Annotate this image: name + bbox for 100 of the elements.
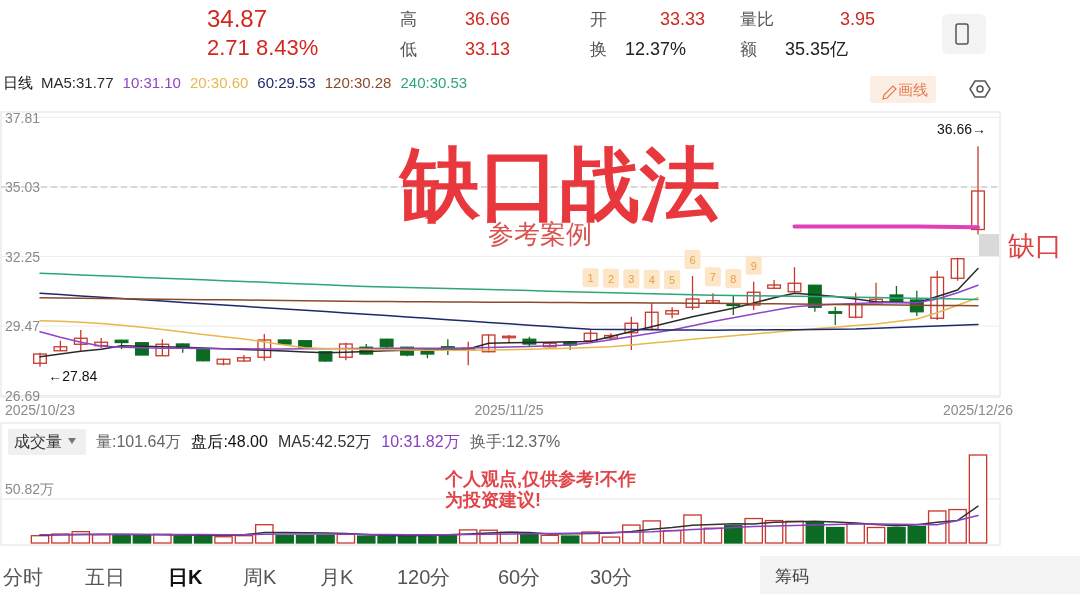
candlestick	[971, 145, 985, 236]
text: 2.71 8.43%	[207, 35, 319, 60]
candlestick	[665, 306, 680, 319]
text: 20:30.60	[189, 74, 249, 91]
bar	[193, 535, 213, 544]
bar	[397, 535, 417, 544]
bar	[723, 525, 743, 544]
bar	[214, 536, 233, 544]
text: 筹码	[775, 567, 809, 586]
candlestick	[950, 257, 965, 282]
bar	[846, 523, 865, 544]
candlestick	[848, 292, 863, 319]
ref-line-label: 50.82万	[5, 481, 55, 497]
bar	[91, 534, 111, 544]
candlestick	[338, 342, 353, 361]
bar	[418, 535, 437, 544]
candlestick	[73, 329, 88, 352]
candlestick	[502, 334, 516, 344]
x-tick-label: 2025/12/26	[942, 402, 1014, 418]
candlestick	[828, 306, 843, 326]
text: 2	[607, 272, 615, 285]
bar	[866, 526, 886, 544]
y-tick-label: 26.69	[5, 387, 41, 404]
bar	[825, 526, 845, 544]
candlestick	[767, 279, 782, 290]
bar	[887, 526, 906, 544]
annotation: 为投资建议!	[445, 490, 541, 510]
text: 额	[740, 40, 757, 59]
candlestick	[746, 281, 761, 311]
text: 3	[628, 273, 635, 286]
y-tick-label: 35.03	[5, 179, 41, 195]
text: 开	[590, 10, 607, 29]
text: 120:30.28	[324, 74, 392, 91]
text: 12.37%	[625, 39, 687, 59]
y-tick-label: 32.25	[5, 248, 41, 265]
candlestick	[685, 275, 700, 311]
candlestick	[257, 333, 272, 362]
text: 缺口	[1008, 231, 1062, 261]
bar	[275, 535, 295, 544]
text: 量:101.64万	[96, 433, 182, 450]
text: 9	[750, 259, 757, 272]
bar	[601, 536, 621, 544]
text: 5	[669, 274, 676, 287]
bar	[112, 534, 131, 544]
text: 8	[730, 273, 737, 285]
text: 3.95	[840, 9, 876, 29]
text: 10:31.10	[122, 74, 181, 91]
text: 高	[400, 10, 417, 29]
candlestick	[33, 352, 47, 368]
text: 240:30.53	[400, 74, 468, 91]
text: 60分	[498, 566, 541, 588]
bar	[560, 535, 580, 544]
candlestick	[705, 292, 720, 305]
text: 1	[587, 272, 594, 285]
y-tick-label: 37.81	[5, 109, 41, 126]
candlestick	[644, 302, 659, 331]
text: 五日	[85, 566, 125, 588]
text: 换	[590, 40, 607, 59]
candlestick	[236, 354, 251, 363]
text: 60:29.53	[257, 74, 316, 91]
text: 量比	[740, 10, 774, 29]
bar	[540, 534, 560, 544]
text: MA5:31.77	[41, 74, 114, 91]
text: 35.35亿	[785, 39, 849, 59]
text: 34.87	[207, 5, 268, 32]
candlestick	[787, 266, 802, 293]
text: 33.13	[465, 39, 511, 59]
bar	[132, 534, 152, 544]
text: 7	[709, 271, 716, 284]
text: MA5:42.52万	[277, 433, 372, 450]
text: 换手:12.37%	[469, 433, 561, 450]
bar	[30, 535, 50, 544]
bar	[438, 534, 458, 544]
x-tick-label: 2025/11/25	[474, 402, 544, 418]
text: 分时	[3, 566, 43, 588]
text: 周K	[243, 566, 277, 588]
text: 36.66	[465, 9, 511, 29]
annotation: 个人观点,仅供参考!不作	[444, 469, 636, 489]
candlestick	[930, 270, 945, 321]
text: 10:31.82万	[381, 433, 460, 450]
text: 盘后:48.00	[191, 433, 268, 450]
text: 低	[400, 40, 417, 59]
bar	[968, 454, 988, 544]
bar	[316, 534, 335, 544]
text: 日线	[3, 74, 33, 91]
annotation: 36.66→	[936, 121, 986, 138]
text: 日K	[168, 566, 203, 588]
y-tick-label: 29.47	[5, 318, 41, 334]
candlestick	[624, 316, 639, 351]
text: 30分	[590, 566, 633, 588]
bar	[295, 535, 315, 544]
text: 33.33	[660, 9, 706, 29]
text: 4	[648, 273, 655, 286]
text: 画线	[898, 81, 928, 98]
bar	[234, 535, 254, 544]
text: 成交量	[14, 433, 62, 450]
text: 6	[689, 254, 696, 266]
text: 月K	[320, 566, 354, 588]
bar	[173, 535, 193, 544]
text: 120分	[397, 566, 451, 588]
